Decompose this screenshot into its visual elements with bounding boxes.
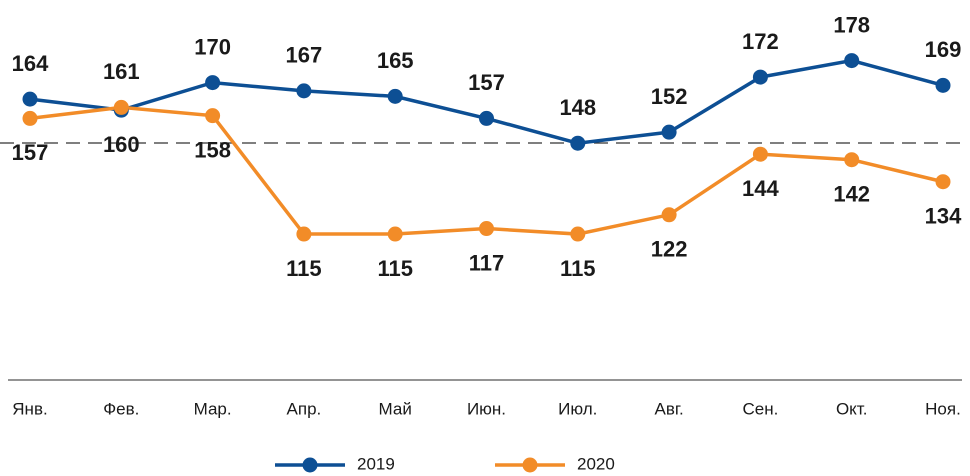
x-tick-label: Ноя.	[925, 399, 961, 418]
data-label: 158	[194, 137, 231, 162]
legend-marker	[302, 457, 318, 473]
data-label: 115	[286, 256, 322, 281]
data-label: 170	[194, 34, 231, 59]
data-label: 152	[651, 84, 688, 109]
point	[752, 146, 768, 162]
data-label: 115	[377, 256, 413, 281]
data-label: 178	[833, 12, 870, 37]
x-tick-label: Янв.	[12, 399, 47, 418]
x-tick-label: Сен.	[742, 399, 778, 418]
legend-label: 2020	[577, 454, 615, 473]
data-label: 142	[833, 182, 870, 207]
x-tick-label: Июл.	[558, 399, 597, 418]
x-tick-label: Авг.	[654, 399, 683, 418]
data-label: 157	[468, 70, 505, 95]
data-label: 161	[103, 59, 140, 84]
data-label: 160	[103, 132, 140, 157]
point	[22, 110, 38, 126]
data-label: 148	[559, 95, 596, 120]
x-tick-label: Мар.	[194, 399, 232, 418]
data-label: 157	[12, 140, 49, 165]
series-line	[29, 105, 944, 236]
data-label: 164	[12, 51, 49, 76]
point	[935, 77, 951, 93]
legend-marker	[522, 457, 538, 473]
point	[661, 207, 677, 223]
point	[844, 53, 860, 69]
data-label: 165	[377, 48, 414, 73]
data-label: 122	[651, 237, 688, 262]
point	[113, 99, 129, 115]
x-tick-label: Апр.	[287, 399, 322, 418]
point	[296, 226, 312, 242]
x-tick-label: Июн.	[467, 399, 506, 418]
point	[22, 91, 38, 107]
data-label: 134	[925, 204, 962, 229]
data-label: 115	[560, 256, 596, 281]
point	[479, 221, 494, 237]
x-tick-label: Май	[379, 399, 412, 418]
point	[387, 226, 403, 242]
point	[661, 124, 677, 140]
x-tick-label: Фев.	[103, 399, 139, 418]
x-tick-label: Окт.	[836, 399, 867, 418]
data-label: 167	[286, 43, 323, 68]
point	[570, 135, 586, 151]
data-label: 144	[742, 176, 779, 201]
point	[570, 226, 586, 242]
point	[387, 88, 403, 104]
point	[935, 174, 951, 190]
legend-label: 2019	[357, 454, 395, 473]
data-label: 172	[742, 29, 779, 54]
point	[479, 110, 494, 126]
point	[205, 75, 221, 91]
point	[752, 69, 768, 85]
point	[844, 152, 860, 168]
point	[205, 108, 221, 124]
data-label: 169	[925, 37, 962, 62]
data-label: 117	[469, 250, 505, 275]
point	[296, 83, 312, 99]
